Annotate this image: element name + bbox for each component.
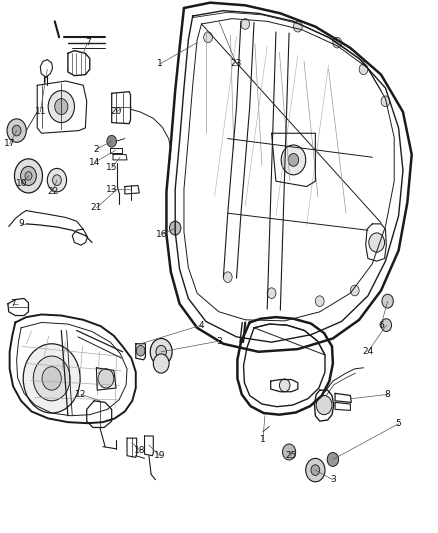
Text: 23: 23 [231, 60, 242, 68]
Circle shape [316, 395, 332, 415]
Circle shape [279, 379, 290, 392]
Text: 21: 21 [91, 204, 102, 212]
Circle shape [170, 221, 181, 235]
Circle shape [21, 166, 36, 185]
Text: 1: 1 [157, 60, 163, 68]
Circle shape [7, 119, 26, 142]
Text: 20: 20 [110, 108, 122, 116]
Text: 2: 2 [94, 145, 99, 154]
Circle shape [288, 154, 299, 166]
Circle shape [47, 168, 67, 192]
Text: 22: 22 [47, 188, 58, 196]
Text: 7: 7 [10, 300, 16, 308]
Circle shape [382, 294, 393, 308]
Text: 7: 7 [85, 38, 91, 47]
Text: 15: 15 [106, 164, 117, 172]
Circle shape [53, 175, 61, 185]
Circle shape [311, 465, 320, 475]
Text: 1: 1 [260, 435, 266, 444]
Circle shape [55, 99, 68, 115]
Circle shape [315, 296, 324, 306]
Text: 6: 6 [378, 321, 384, 329]
Text: 9: 9 [18, 220, 24, 228]
Circle shape [381, 96, 390, 107]
Circle shape [369, 233, 385, 252]
Text: 14: 14 [88, 158, 100, 167]
Text: 25: 25 [286, 451, 297, 460]
Circle shape [267, 288, 276, 298]
Text: 24: 24 [362, 348, 374, 356]
Text: 10: 10 [16, 180, 28, 188]
Text: 19: 19 [154, 451, 166, 460]
Circle shape [33, 356, 70, 401]
Circle shape [327, 453, 339, 466]
Circle shape [281, 145, 306, 175]
Text: 5: 5 [396, 419, 402, 428]
Circle shape [293, 21, 302, 32]
Circle shape [23, 344, 80, 413]
Circle shape [156, 345, 166, 358]
Circle shape [42, 367, 61, 390]
Circle shape [359, 64, 368, 75]
Circle shape [150, 338, 172, 365]
Text: 4: 4 [199, 321, 204, 329]
Text: 11: 11 [35, 108, 46, 116]
Circle shape [241, 19, 250, 29]
Circle shape [223, 272, 232, 282]
Circle shape [136, 345, 145, 356]
Circle shape [350, 285, 359, 296]
Text: 16: 16 [156, 230, 168, 239]
Circle shape [204, 32, 212, 43]
Circle shape [306, 458, 325, 482]
Text: 8: 8 [385, 390, 391, 399]
Circle shape [12, 125, 21, 136]
Text: 3: 3 [216, 337, 222, 345]
Circle shape [25, 172, 32, 180]
Circle shape [153, 354, 169, 373]
Circle shape [14, 159, 42, 193]
Text: 12: 12 [75, 390, 87, 399]
Circle shape [107, 135, 117, 147]
Circle shape [48, 91, 74, 123]
Text: 13: 13 [106, 185, 117, 193]
Circle shape [98, 369, 114, 388]
Text: 3: 3 [330, 475, 336, 484]
Circle shape [381, 319, 392, 332]
Circle shape [283, 444, 296, 460]
Circle shape [333, 37, 342, 48]
Text: 18: 18 [134, 446, 146, 455]
Text: 17: 17 [4, 140, 15, 148]
